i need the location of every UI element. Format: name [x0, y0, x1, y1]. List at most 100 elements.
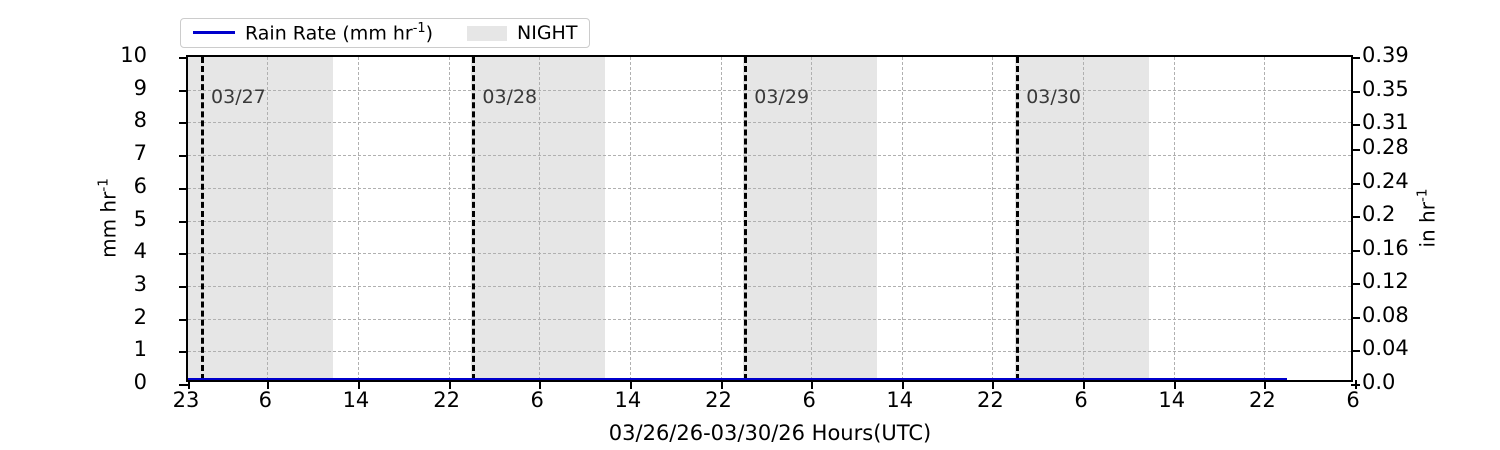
- y-axis-left-tick-label: 4: [133, 239, 147, 264]
- plot-inner: 03/27 03/28 03/29 03/30: [188, 57, 1351, 380]
- gridline-horizontal: [188, 253, 1351, 255]
- day-label: 03/28: [482, 86, 538, 108]
- gridline-vertical: [267, 57, 269, 380]
- gridline-horizontal: [188, 318, 1351, 320]
- night-shading-band: [188, 57, 334, 380]
- y-axis-left-tick: [179, 155, 188, 158]
- y-axis-right-tick: [1351, 350, 1360, 353]
- x-axis-tick-label: 14: [886, 388, 914, 412]
- y-axis-left-tick: [179, 318, 188, 321]
- y-axis-right-tick-label: 0.12: [1362, 269, 1409, 294]
- legend-entry-night[interactable]: NIGHT: [433, 22, 577, 44]
- y-axis-left-tick: [179, 57, 188, 59]
- day-label: 03/27: [211, 86, 266, 108]
- day-boundary-line: [1016, 57, 1020, 380]
- y-axis-right-tick: [1351, 57, 1360, 59]
- x-axis-tick-label: 6: [530, 388, 544, 412]
- gridline-vertical: [539, 57, 541, 380]
- x-axis-tick: [1083, 380, 1086, 389]
- y-axis-right-tick: [1351, 182, 1360, 185]
- x-axis-tick-label: 6: [1074, 388, 1088, 412]
- y-axis-left-tick-label: 10: [120, 43, 147, 67]
- y-axis-left-tick: [179, 187, 188, 190]
- gridline-vertical: [1173, 57, 1175, 380]
- x-axis-tick-label: 22: [433, 388, 460, 412]
- x-axis-tick-label: 14: [342, 388, 370, 412]
- y-axis-left-tick: [179, 89, 188, 92]
- x-axis-tick-label: 14: [614, 388, 642, 412]
- y-axis-right-tick: [1351, 249, 1360, 252]
- x-axis-tick-label: 23: [172, 388, 200, 412]
- gridline-vertical: [720, 57, 722, 380]
- y-axis-right-tick-label: 0.35: [1362, 76, 1409, 101]
- y-axis-right-tick-label: 0.04: [1362, 336, 1409, 361]
- x-axis-tick-label: 6: [802, 388, 816, 412]
- y-axis-right-tick-label: 0.08: [1362, 302, 1409, 327]
- x-axis-tick: [188, 380, 190, 389]
- y-axis-right-tick-label: 0.24: [1362, 168, 1409, 193]
- x-axis-tick: [992, 380, 995, 389]
- x-axis-tick: [267, 380, 270, 389]
- x-axis-tick-label: 22: [1248, 388, 1276, 412]
- y-axis-right-tick: [1351, 316, 1360, 319]
- x-axis-tick: [811, 380, 814, 389]
- y-axis-right-tick-label: 0.0: [1362, 370, 1396, 394]
- gridline-vertical: [629, 57, 631, 380]
- x-axis-tick: [720, 380, 723, 389]
- x-axis-tick-label: 22: [977, 388, 1004, 412]
- y-axis-left-title-exponent: -1: [95, 178, 112, 192]
- y-axis-left-tick-label: 8: [133, 108, 147, 133]
- gridline-vertical: [1264, 57, 1266, 380]
- legend-entry-rain-rate[interactable]: Rain Rate (mm hr-1): [193, 21, 433, 45]
- gridline-horizontal: [188, 155, 1351, 157]
- legend-label-exponent: -1: [412, 21, 426, 37]
- gridline-horizontal: [188, 187, 1351, 189]
- y-axis-right-tick: [1351, 283, 1360, 286]
- x-axis-tick: [357, 380, 360, 389]
- gridline-vertical: [992, 57, 994, 380]
- y-axis-right-tick-label: 0.2: [1362, 202, 1396, 227]
- y-axis-left-tick-label: 1: [133, 337, 147, 362]
- y-axis-left-tick: [179, 220, 188, 223]
- legend-label-night: NIGHT: [517, 22, 578, 44]
- y-axis-right-tick: [1351, 124, 1360, 127]
- y-axis-right-tick-label: 0.39: [1362, 43, 1409, 67]
- x-axis-tick: [1264, 380, 1267, 389]
- gridline-vertical: [811, 57, 813, 380]
- x-axis-tick-label: 22: [705, 388, 732, 412]
- gridline-horizontal: [188, 89, 1351, 91]
- gridline-horizontal: [188, 220, 1351, 222]
- y-axis-left-tick-label: 2: [133, 304, 147, 329]
- gridline-vertical: [448, 57, 450, 380]
- gridline-vertical: [901, 57, 903, 380]
- gridline-horizontal: [188, 351, 1351, 353]
- y-axis-right-tick-label: 0.31: [1362, 110, 1409, 135]
- y-axis-right-tick: [1351, 90, 1360, 93]
- gridline-horizontal: [188, 285, 1351, 287]
- y-axis-left-tick: [179, 384, 188, 386]
- plot-area: 03/27 03/28 03/29 03/30: [179, 55, 1360, 389]
- y-axis-left-tick-label: 9: [133, 75, 147, 100]
- y-axis-left-tick-label: 0: [133, 370, 147, 394]
- y-axis-left-tick-label: 5: [133, 206, 147, 231]
- x-axis-tick-label: 6: [258, 388, 272, 412]
- night-shading-band: [471, 57, 605, 380]
- day-boundary-line: [744, 57, 748, 380]
- x-axis-tick-label: 14: [1158, 388, 1186, 412]
- y-axis-left-tick-label: 7: [133, 141, 147, 166]
- y-axis-right-title-exponent: -1: [1414, 188, 1431, 203]
- x-axis-tick: [1173, 380, 1176, 389]
- day-boundary-line: [472, 57, 476, 380]
- night-shading-band: [1015, 57, 1149, 380]
- y-axis-right-tick: [1351, 149, 1360, 152]
- legend-patch-swatch-icon: [467, 25, 508, 41]
- gridline-vertical: [1083, 57, 1085, 380]
- y-axis-left-tick: [179, 285, 188, 288]
- x-axis-tick: [629, 380, 632, 389]
- gridline-vertical: [357, 57, 359, 380]
- y-axis-right-tick-label: 0.16: [1362, 235, 1409, 260]
- x-axis-tick-label: 6: [1346, 388, 1360, 412]
- day-boundary-line: [201, 57, 205, 380]
- y-axis-right-title: in hr-1: [1414, 188, 1440, 248]
